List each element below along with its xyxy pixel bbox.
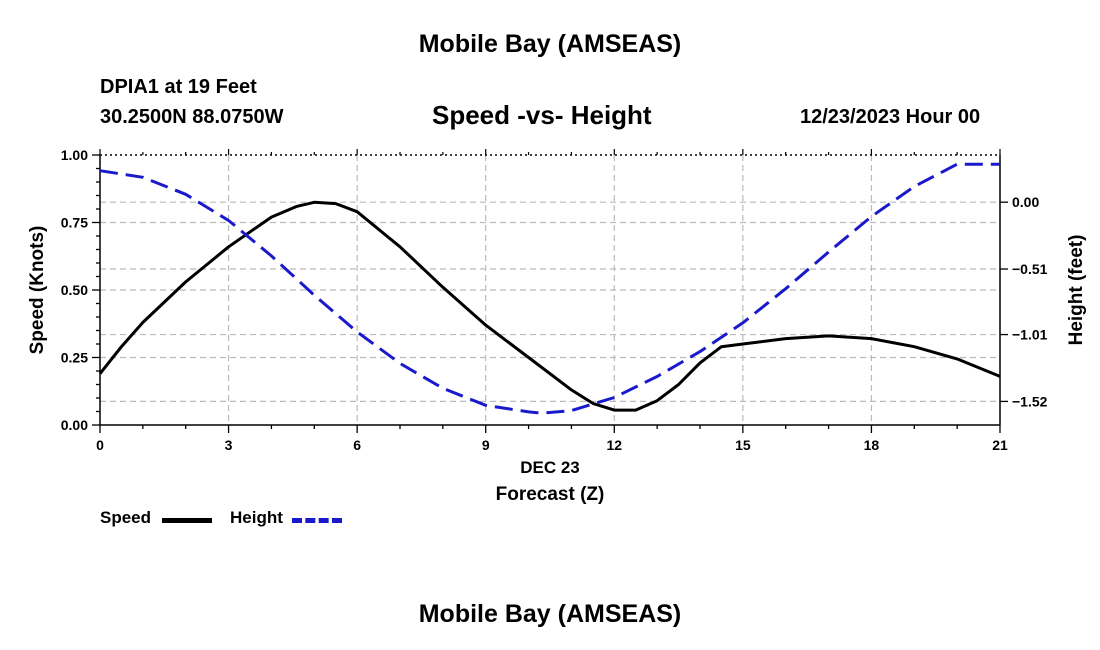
x-axis-sublabel: DEC 23 — [520, 458, 580, 477]
x-tick-label: 12 — [606, 437, 622, 453]
coordinates-label: 30.2500N 88.0750W — [100, 106, 284, 128]
y2-axis-title: Height (feet) — [1066, 235, 1087, 346]
series-line-height — [99, 162, 1000, 415]
legend-label-speed: Speed — [100, 508, 152, 527]
x-tick-label: 6 — [353, 437, 361, 453]
y2-tick-label: −0.51 — [1012, 261, 1048, 277]
x-axis-title: Forecast (Z) — [496, 484, 605, 505]
y2-tick-label: 0.00 — [1012, 194, 1039, 210]
footer-title: Mobile Bay (AMSEAS) — [418, 600, 682, 628]
y-tick-label: 0.50 — [61, 282, 88, 298]
y-tick-label: 0.00 — [61, 417, 88, 433]
y-axis-title: Speed (Knots) — [27, 226, 48, 355]
series-line-speed — [98, 200, 1001, 412]
y2-tick-label: −1.52 — [1012, 393, 1048, 409]
x-tick-label: 9 — [482, 437, 490, 453]
x-tick-label: 21 — [992, 437, 1008, 453]
y-tick-label: 0.25 — [61, 350, 88, 366]
chart-title: Speed -vs- Height — [432, 100, 652, 130]
x-tick-label: 18 — [864, 437, 880, 453]
y2-tick-label: −1.01 — [1012, 327, 1048, 343]
forecast-datetime: 12/23/2023 Hour 00 — [800, 106, 981, 128]
legend-label-height: Height — [230, 508, 283, 527]
page-title: Mobile Bay (AMSEAS) — [418, 30, 682, 58]
y-tick-label: 0.75 — [61, 215, 88, 231]
station-label: DPIA1 at 19 Feet — [100, 76, 257, 98]
legend-line-speed — [162, 518, 212, 523]
y-tick-label: 1.00 — [61, 147, 88, 163]
x-tick-label: 0 — [96, 437, 104, 453]
x-tick-label: 15 — [735, 437, 751, 453]
x-tick-label: 3 — [225, 437, 233, 453]
legend-line-height — [292, 518, 342, 523]
